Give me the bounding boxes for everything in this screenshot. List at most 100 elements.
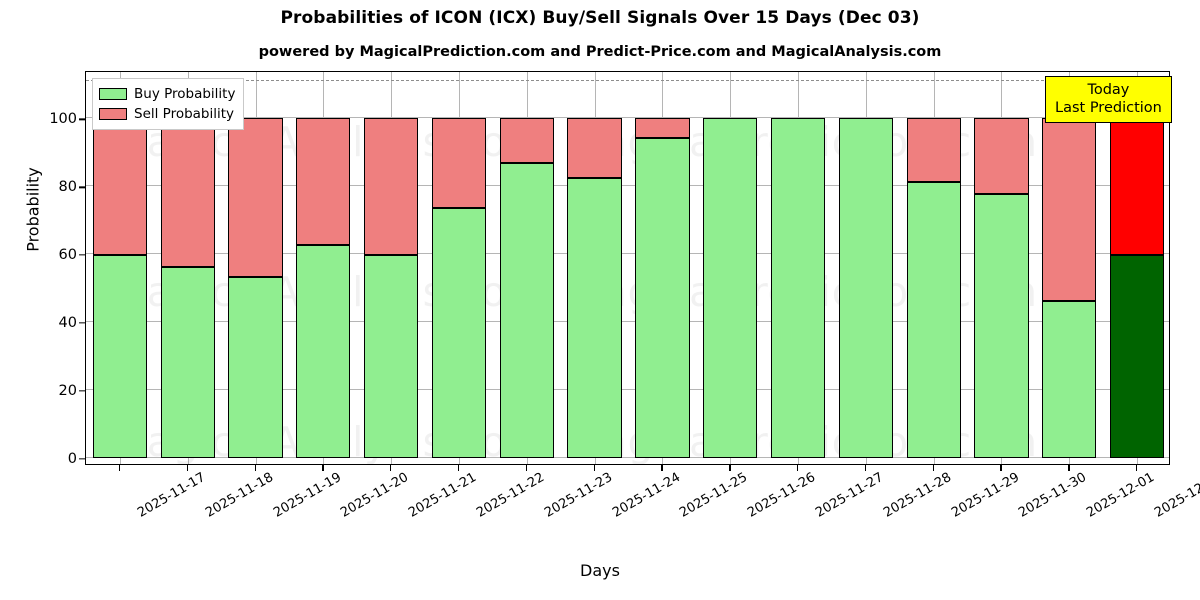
y-tick-mark	[79, 458, 85, 460]
bar[interactable]	[703, 118, 758, 464]
y-tick-label: 80	[58, 179, 77, 196]
bar-segment-buy[interactable]	[567, 178, 622, 458]
x-tick-label: 2025-11-26	[745, 470, 819, 521]
bar[interactable]	[567, 118, 622, 464]
bar[interactable]	[499, 118, 554, 464]
chart-subtitle: powered by MagicalPrediction.com and Pre…	[258, 44, 942, 60]
bar-segment-buy[interactable]	[635, 138, 690, 458]
bar-segment-buy[interactable]	[364, 255, 419, 458]
y-tick-mark	[79, 118, 85, 120]
chart-legend: Buy Probability Sell Probability	[92, 78, 245, 130]
bar-segment-sell[interactable]	[906, 118, 961, 183]
bar-segment-sell[interactable]	[160, 118, 215, 268]
legend-label-sell: Sell Probability	[134, 105, 235, 122]
bar-segment-sell[interactable]	[92, 118, 148, 256]
bar-segment-sell[interactable]	[431, 118, 487, 208]
today-callout: Today Last Prediction	[1045, 76, 1172, 123]
bar[interactable]	[838, 118, 893, 464]
bar[interactable]	[1042, 118, 1097, 464]
y-tick-mark	[79, 254, 85, 256]
bar-segment-buy[interactable]	[228, 276, 283, 458]
x-tick-mark	[1000, 465, 1002, 471]
bar[interactable]	[906, 118, 961, 464]
x-tick-label: 2025-11-27	[813, 470, 887, 521]
bar-segment-buy[interactable]	[974, 194, 1029, 458]
bar[interactable]	[364, 118, 419, 464]
legend-item-buy: Buy Probability	[99, 84, 235, 104]
bar[interactable]	[770, 118, 826, 464]
reference-dashed-line	[86, 79, 1169, 81]
bar-today[interactable]	[1109, 118, 1165, 464]
x-tick-label: 2025-11-17	[135, 470, 208, 521]
x-tick-mark	[390, 465, 392, 471]
legend-label-buy: Buy Probability	[134, 85, 236, 102]
x-tick-label: 2025-12-01	[1084, 470, 1158, 521]
bar-segment-buy[interactable]	[1042, 301, 1097, 458]
bar[interactable]	[974, 118, 1029, 464]
y-tick-label: 20	[58, 383, 77, 400]
gridline-horizontal	[86, 253, 1169, 255]
bar-segment-sell[interactable]	[635, 118, 690, 139]
bar[interactable]	[92, 118, 148, 464]
today-callout-line1: Today	[1087, 82, 1130, 98]
bar-segment-buy[interactable]	[838, 118, 893, 458]
x-tick-mark	[661, 465, 663, 471]
x-tick-mark	[1068, 465, 1070, 471]
x-tick-mark	[254, 465, 256, 471]
bar[interactable]	[635, 118, 690, 464]
x-tick-mark	[525, 465, 528, 471]
bar-segment-buy[interactable]	[296, 245, 351, 458]
bar-segment-buy[interactable]	[1109, 255, 1165, 458]
bar-segment-sell[interactable]	[296, 118, 351, 246]
today-callout-line2: Last Prediction	[1055, 100, 1162, 116]
x-tick-label: 2025-11-28	[880, 470, 954, 521]
x-tick-mark	[322, 465, 324, 471]
legend-item-sell: Sell Probability	[99, 104, 235, 124]
bar-segment-buy[interactable]	[92, 255, 148, 458]
plot-area: MagicalAnalysis.comMagicalPrediction.com…	[85, 71, 1170, 465]
bar-segment-sell[interactable]	[499, 118, 554, 164]
x-axis-label: Days	[580, 561, 620, 580]
bar-segment-buy[interactable]	[906, 182, 961, 458]
bar-segment-sell[interactable]	[974, 118, 1029, 195]
gridline-horizontal	[86, 457, 1169, 458]
x-tick-label: 2025-11-20	[338, 470, 412, 521]
gridline-horizontal	[86, 117, 1169, 119]
legend-swatch-sell	[99, 108, 127, 120]
bar-segment-sell[interactable]	[1042, 118, 1097, 302]
x-tick-mark	[118, 465, 121, 471]
bar[interactable]	[228, 118, 283, 464]
y-tick-label: 0	[67, 451, 77, 467]
bar-segment-buy[interactable]	[160, 267, 215, 458]
x-tick-label: 2025-11-21	[406, 470, 480, 521]
x-tick-label: 2025-11-19	[270, 470, 344, 521]
y-tick-label: 100	[49, 111, 77, 128]
y-tick-mark	[79, 390, 85, 392]
bar-segment-sell[interactable]	[228, 118, 283, 277]
bar-segment-sell[interactable]	[1109, 118, 1165, 256]
x-tick-label: 2025-11-30	[1016, 470, 1090, 521]
x-tick-mark	[457, 465, 460, 471]
x-tick-label: 2025-11-22	[474, 470, 548, 521]
bar[interactable]	[160, 118, 215, 464]
gridline-horizontal	[86, 389, 1169, 391]
bar-segment-buy[interactable]	[770, 118, 826, 458]
legend-swatch-buy	[99, 88, 127, 100]
bar[interactable]	[296, 118, 351, 464]
bar-segment-sell[interactable]	[567, 118, 622, 179]
gridline-horizontal	[86, 321, 1169, 323]
x-tick-mark	[864, 465, 867, 471]
y-tick-mark	[79, 186, 85, 188]
bar-segment-buy[interactable]	[499, 163, 554, 458]
y-tick-mark	[79, 322, 85, 324]
bar-segment-sell[interactable]	[364, 118, 419, 256]
x-tick-label: 2025-11-25	[677, 470, 751, 521]
bar[interactable]	[431, 118, 487, 464]
y-tick-label: 40	[58, 315, 77, 332]
bar-segment-buy[interactable]	[703, 118, 758, 458]
x-tick-mark	[186, 465, 189, 471]
x-tick-mark	[797, 465, 799, 471]
bar-segment-buy[interactable]	[431, 207, 487, 458]
x-tick-mark	[1136, 465, 1138, 471]
